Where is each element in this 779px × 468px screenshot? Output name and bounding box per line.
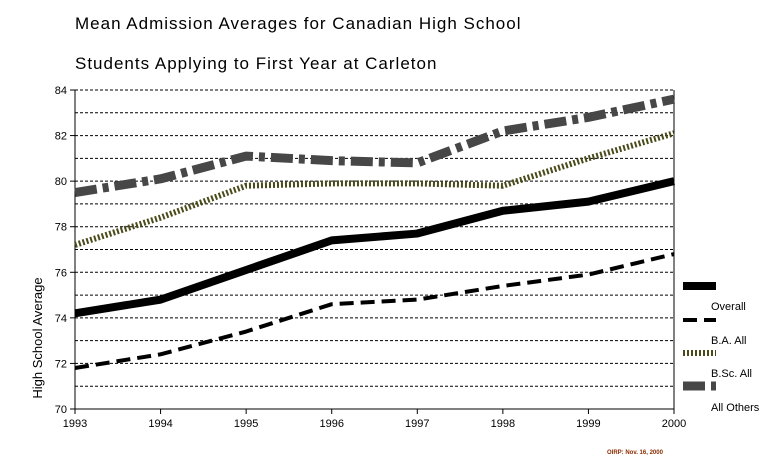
y-tick-label: 72 — [55, 358, 67, 370]
chart-subtitle: Students Applying to First Year at Carle… — [75, 54, 438, 73]
x-tick-label: 1995 — [234, 418, 258, 430]
y-tick-label: 80 — [55, 176, 67, 188]
axes — [74, 90, 675, 410]
y-tick-label: 84 — [55, 85, 67, 97]
x-tick-label: 1998 — [491, 418, 515, 430]
series-line-overall — [74, 177, 675, 318]
x-tick-label: 1993 — [63, 418, 87, 430]
legend-label: B.Sc. All — [711, 368, 752, 380]
series-lines — [74, 94, 675, 370]
x-tick-label: 1996 — [319, 418, 343, 430]
x-tick-label: 1999 — [576, 418, 600, 430]
footnote: OIRP: Nov. 16, 2000 — [607, 450, 663, 456]
legend: Overall B.A. All B.Sc. All All Others — [683, 282, 760, 414]
x-tick-labels: 1993 1994 1995 1996 1997 1998 1999 2000 — [63, 409, 686, 430]
y-tick-labels: 70 72 74 76 78 80 82 84 — [55, 85, 75, 416]
y-axis-label: High School Average — [30, 277, 45, 398]
y-tick-label: 70 — [55, 404, 67, 416]
chart-title: Mean Admission Averages for Canadian Hig… — [75, 14, 522, 33]
y-tick-label: 78 — [55, 222, 67, 234]
legend-label: B.A. All — [711, 335, 746, 347]
legend-label: Overall — [711, 301, 746, 313]
y-tick-label: 82 — [55, 131, 67, 143]
series-line-b-sc-all — [74, 130, 675, 248]
y-tick-label: 76 — [55, 267, 67, 279]
series-line-all-others — [74, 94, 675, 197]
x-tick-label: 1994 — [148, 418, 172, 430]
x-tick-label: 1997 — [405, 418, 429, 430]
legend-label: All Others — [711, 402, 760, 414]
x-tick-label: 2000 — [662, 418, 686, 430]
series-line-b-a-all — [74, 252, 675, 370]
y-tick-label: 74 — [55, 313, 67, 325]
